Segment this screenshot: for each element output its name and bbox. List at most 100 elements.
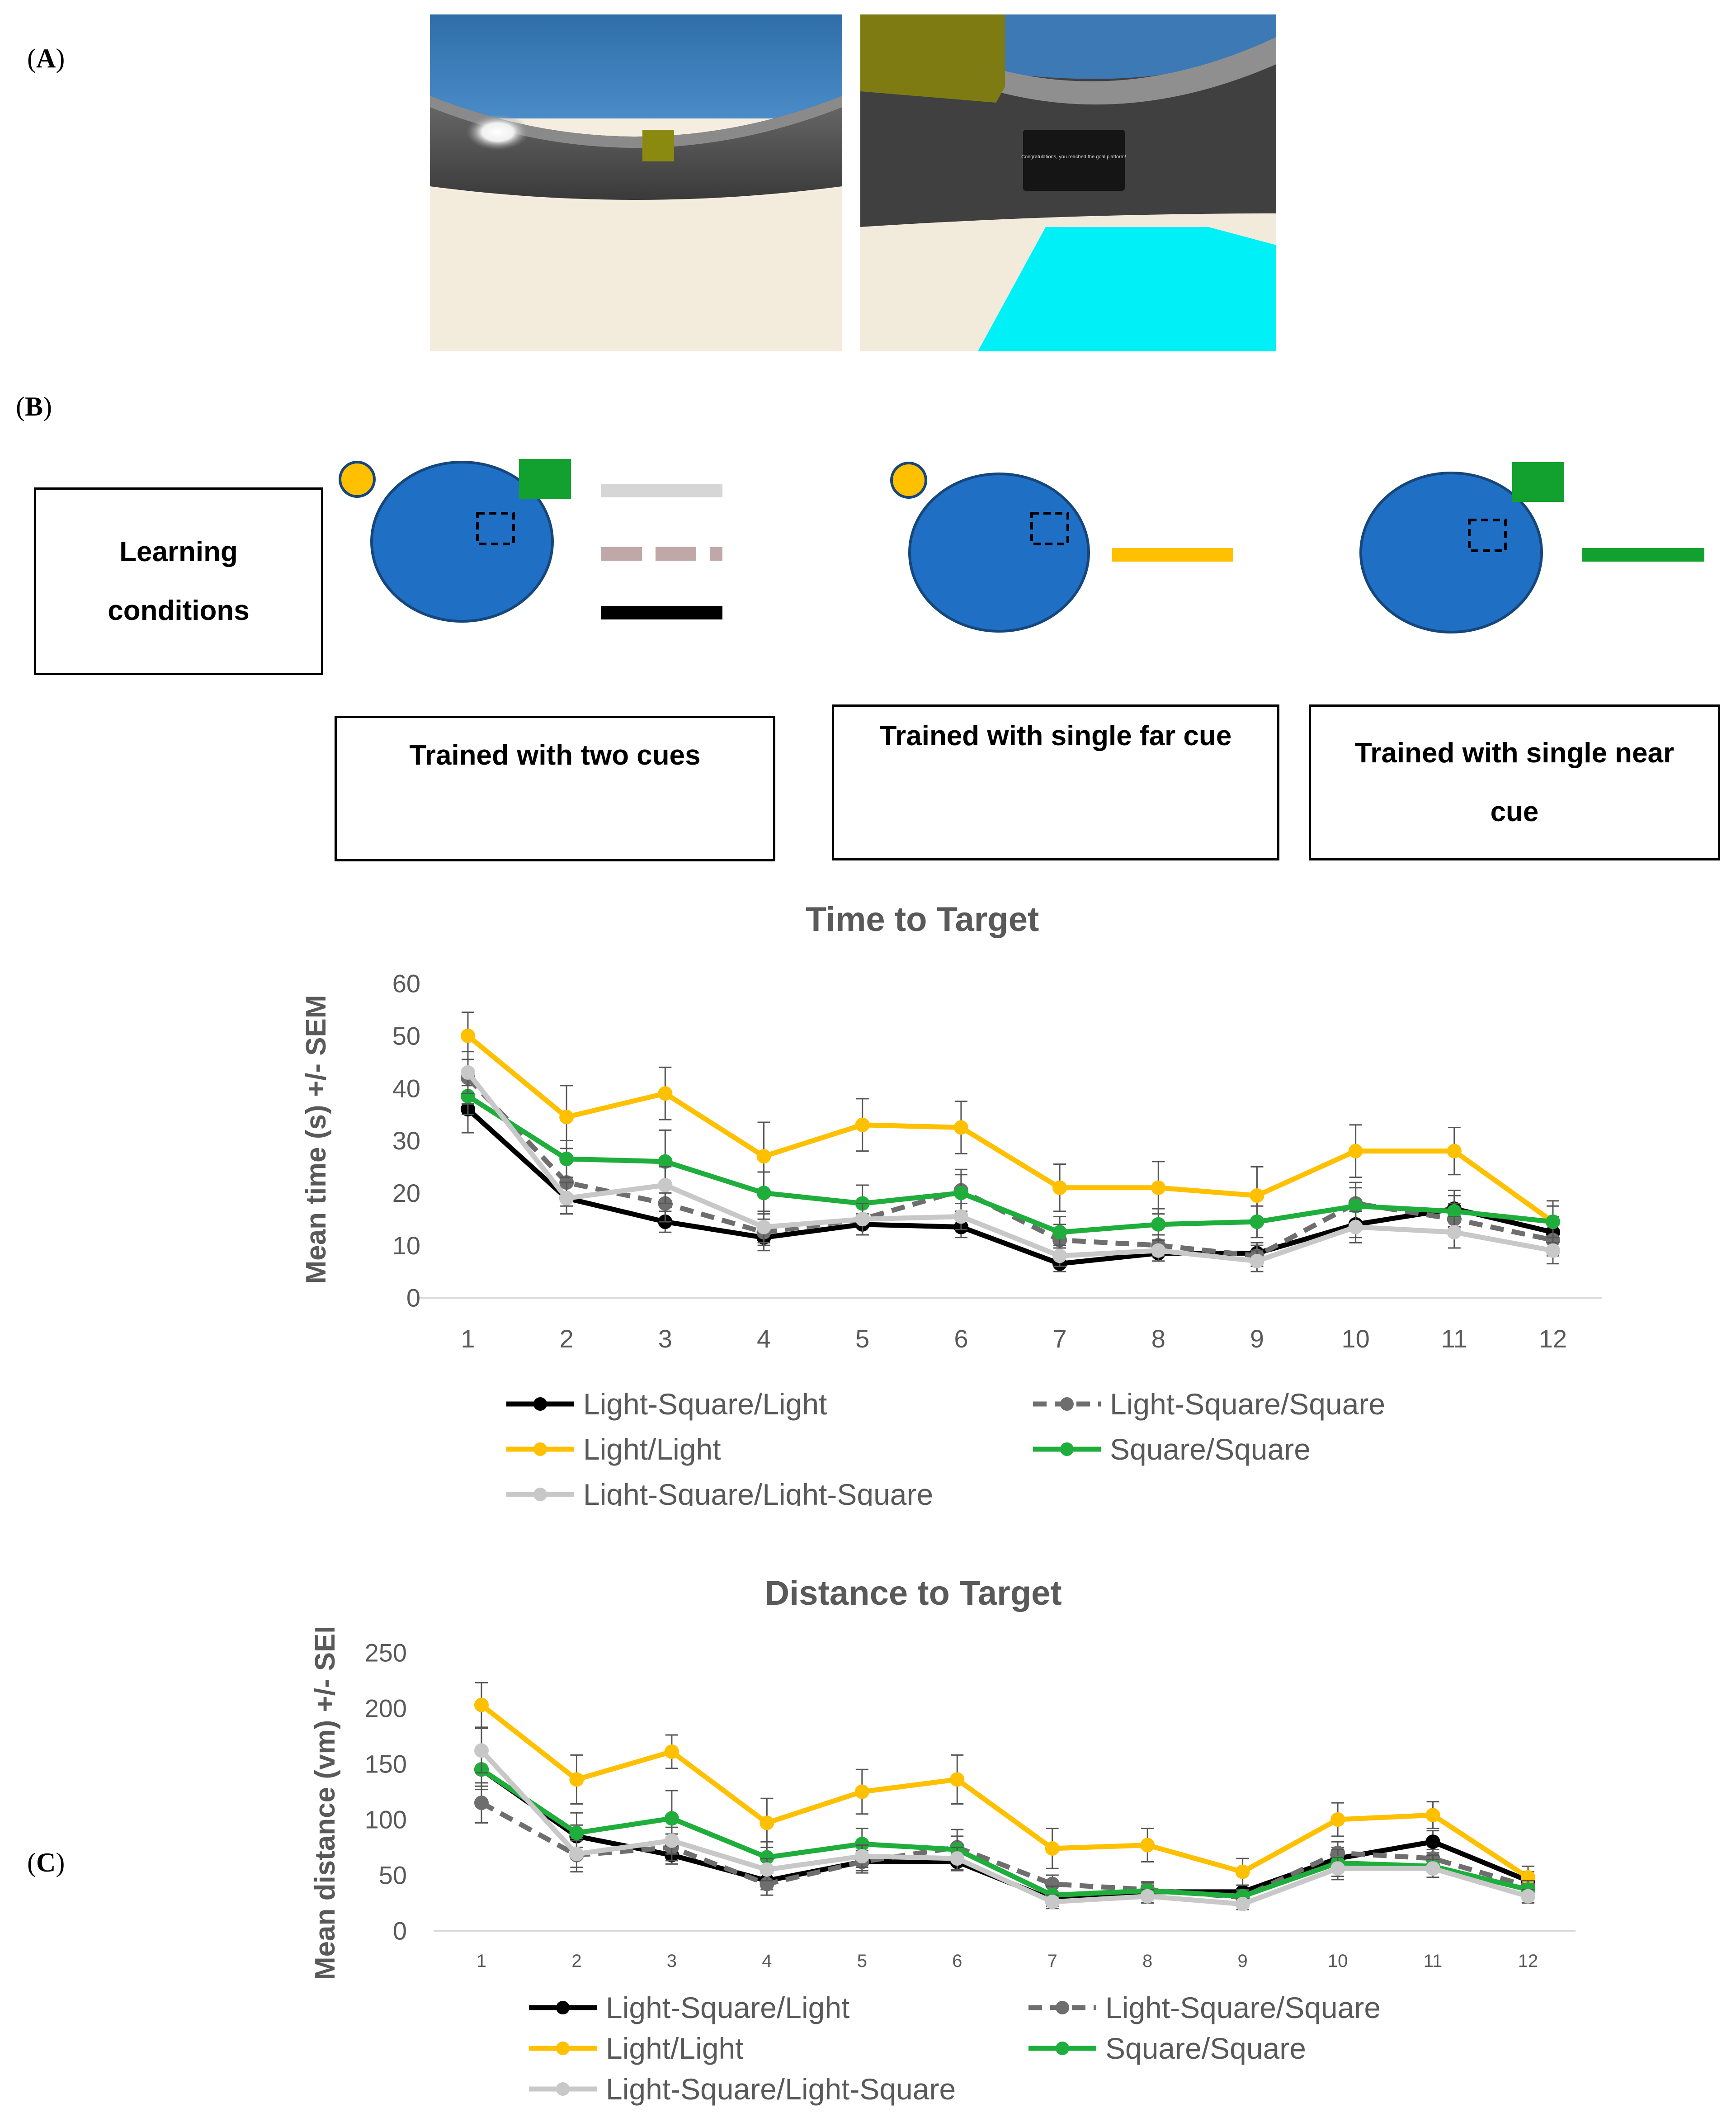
panel-label-b: (B) bbox=[16, 392, 52, 421]
target-marker bbox=[1030, 512, 1069, 545]
group-label-near-cue-2: cue bbox=[1490, 796, 1539, 827]
group-label-far-cue: Trained with single far cue bbox=[879, 720, 1232, 752]
data-point bbox=[953, 1186, 968, 1201]
learning-label-1: Learning bbox=[119, 536, 238, 567]
legend-marker bbox=[533, 1488, 547, 1501]
legend-marker bbox=[556, 2042, 570, 2055]
x-tick-label: 9 bbox=[1250, 1324, 1264, 1353]
data-point bbox=[569, 1772, 584, 1787]
data-point bbox=[1330, 1812, 1345, 1827]
panel-label-c: (C) bbox=[27, 1848, 65, 1877]
legend-label: Square/Square bbox=[1110, 1432, 1311, 1466]
data-point bbox=[664, 1811, 679, 1826]
group-label-near-cue-1: Trained with single near bbox=[1354, 737, 1675, 769]
series-line bbox=[480, 1801, 1529, 1900]
legend-marker bbox=[1056, 2001, 1069, 2014]
y-tick-label: 50 bbox=[379, 1861, 407, 1890]
data-point bbox=[1546, 1215, 1560, 1229]
group-label-two-cues: Trained with two cues bbox=[409, 740, 701, 771]
x-tick-label: 8 bbox=[1151, 1324, 1165, 1353]
data-point bbox=[474, 1697, 489, 1712]
y-tick-label: 30 bbox=[392, 1126, 420, 1155]
data-point bbox=[1151, 1243, 1166, 1258]
x-tick-label: 7 bbox=[1053, 1324, 1067, 1353]
y-tick-label: 100 bbox=[365, 1806, 407, 1834]
data-point bbox=[461, 1028, 475, 1043]
data-point bbox=[1348, 1144, 1363, 1158]
data-point bbox=[855, 1212, 870, 1227]
light-cue-icon bbox=[339, 461, 376, 498]
data-point bbox=[854, 1784, 869, 1799]
x-tick-label: 2 bbox=[560, 1324, 574, 1353]
data-point bbox=[760, 1815, 774, 1830]
condition-diagrams bbox=[339, 459, 1704, 633]
y-tick-label: 0 bbox=[406, 1284, 420, 1312]
x-tick-label: 4 bbox=[762, 1951, 772, 1971]
data-point bbox=[950, 1772, 965, 1787]
light-cue-glow bbox=[466, 114, 529, 150]
data-point bbox=[1546, 1243, 1560, 1258]
legend-marker bbox=[556, 2001, 570, 2014]
x-tick-label: 8 bbox=[1142, 1951, 1152, 1971]
chart-title-time: Time to Target bbox=[805, 900, 1039, 939]
square-cue bbox=[860, 14, 1005, 103]
x-tick-label: 6 bbox=[954, 1324, 968, 1353]
data-point bbox=[1052, 1248, 1067, 1263]
series-line bbox=[479, 1749, 1529, 1907]
legend-label: Light-Square/Light bbox=[606, 1991, 849, 2024]
vr-screenshot-left bbox=[430, 14, 842, 351]
x-tick-label: 3 bbox=[667, 1951, 677, 1971]
square-cue bbox=[642, 130, 674, 161]
data-point bbox=[953, 1209, 968, 1224]
legend-label: Light-Square/Light bbox=[583, 1387, 827, 1421]
series-line bbox=[480, 1703, 1530, 1880]
data-point bbox=[1140, 1889, 1155, 1904]
data-point bbox=[1330, 1861, 1345, 1876]
x-tick-label: 11 bbox=[1441, 1324, 1467, 1353]
x-tick-label: 12 bbox=[1539, 1324, 1567, 1353]
pool-far-cue bbox=[908, 473, 1090, 633]
data-point bbox=[559, 1152, 574, 1167]
chart-title-distance: Distance to Target bbox=[764, 1574, 1062, 1612]
legend-marker bbox=[1060, 1397, 1074, 1411]
data-point bbox=[1447, 1144, 1462, 1158]
x-tick-label: 1 bbox=[476, 1951, 486, 1971]
series-line bbox=[467, 1094, 1553, 1235]
legend-label: Light-Square/Square bbox=[1110, 1387, 1385, 1421]
y-tick-label: 20 bbox=[392, 1179, 420, 1207]
series-line bbox=[466, 1034, 1555, 1224]
learning-conditions-box: Learning conditions bbox=[34, 487, 323, 675]
data-point bbox=[1425, 1861, 1440, 1876]
data-point bbox=[559, 1110, 574, 1125]
data-point bbox=[756, 1219, 771, 1234]
data-point bbox=[1151, 1180, 1166, 1195]
data-point bbox=[658, 1086, 673, 1101]
legend-marker bbox=[556, 2082, 570, 2096]
data-point bbox=[658, 1177, 673, 1192]
data-point bbox=[664, 1833, 679, 1848]
legend-marker bbox=[1060, 1442, 1074, 1456]
series-light-light bbox=[474, 1682, 1535, 1890]
y-tick-label: 60 bbox=[392, 969, 420, 998]
y-axis-label: Mean time (s) +/- SEM bbox=[301, 995, 332, 1284]
pool-two-cues bbox=[370, 461, 554, 623]
legend-marker bbox=[533, 1442, 547, 1456]
data-point bbox=[953, 1120, 968, 1135]
target-marker bbox=[476, 512, 515, 545]
data-point bbox=[1140, 1838, 1155, 1853]
data-point bbox=[1425, 1808, 1440, 1823]
series-light-square-light bbox=[461, 1085, 1560, 1272]
data-point bbox=[1348, 1219, 1363, 1234]
data-point bbox=[474, 1743, 489, 1758]
x-tick-label: 1 bbox=[461, 1324, 475, 1353]
series-line bbox=[466, 1107, 1554, 1267]
data-point bbox=[1521, 1889, 1535, 1904]
goal-platform bbox=[978, 227, 1276, 351]
data-point bbox=[664, 1744, 679, 1759]
x-tick-label: 2 bbox=[571, 1951, 581, 1971]
data-point bbox=[1052, 1225, 1067, 1240]
data-point bbox=[854, 1849, 869, 1864]
series-light-square-light-square bbox=[461, 1051, 1560, 1272]
